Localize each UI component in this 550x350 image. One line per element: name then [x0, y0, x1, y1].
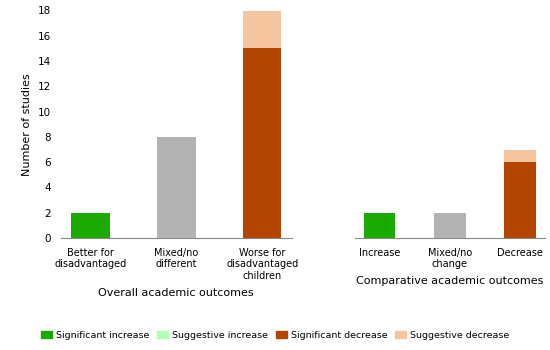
Bar [434, 213, 466, 238]
X-axis label: Comparative academic outcomes: Comparative academic outcomes [356, 276, 543, 286]
Bar [364, 213, 395, 238]
Bar [243, 10, 282, 48]
Legend: Significant increase, Suggestive increase, Significant decrease, Suggestive decr: Significant increase, Suggestive increas… [39, 329, 511, 342]
Bar [504, 162, 536, 238]
Y-axis label: Number of studies: Number of studies [22, 73, 32, 176]
Bar [243, 48, 282, 238]
Bar [71, 213, 109, 238]
Bar [157, 137, 196, 238]
Bar [504, 149, 536, 162]
X-axis label: Overall academic outcomes: Overall academic outcomes [98, 288, 254, 298]
